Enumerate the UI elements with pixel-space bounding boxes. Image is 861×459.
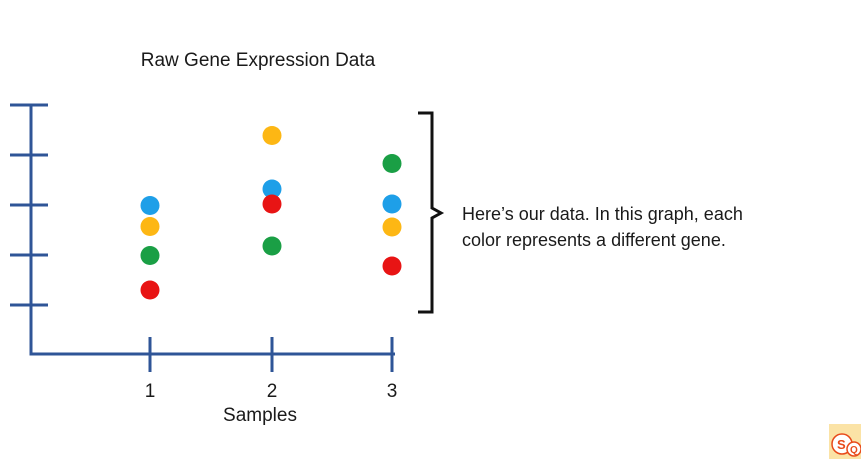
x-tick-label-1: 1: [145, 381, 156, 402]
x-axis-label: Samples: [223, 405, 297, 426]
statquest-logo-icon: S Q: [829, 424, 861, 459]
data-point-series4-sample1: [140, 280, 160, 300]
data-point-series1-sample1: [140, 196, 160, 215]
data-point-series1-sample2: [262, 179, 282, 199]
data-point-series3-sample1: [140, 246, 160, 265]
data-point-series3-sample3: [382, 154, 402, 173]
data-point-series4-sample3: [382, 256, 402, 276]
data-point-series3-sample2: [262, 236, 282, 256]
data-point-series2-sample3: [382, 217, 402, 237]
chart-title: Raw Gene Expression Data: [140, 50, 376, 71]
data-point-series4-sample2: [262, 194, 282, 214]
x-tick-label-3: 3: [387, 381, 398, 402]
svg-text:Q: Q: [850, 445, 858, 456]
curly-brace: [418, 111, 445, 314]
data-point-series2-sample1: [140, 217, 160, 236]
x-tick-label-2: 2: [267, 381, 278, 402]
tick-labels: 1 2 3: [145, 381, 398, 402]
data-points: [140, 126, 402, 300]
annotation-text: Here’s our data. In this graph, each col…: [462, 204, 743, 250]
axes: [10, 103, 395, 372]
svg-text:S: S: [837, 437, 846, 452]
data-point-series2-sample2: [262, 126, 282, 145]
data-point-series1-sample3: [382, 194, 402, 214]
